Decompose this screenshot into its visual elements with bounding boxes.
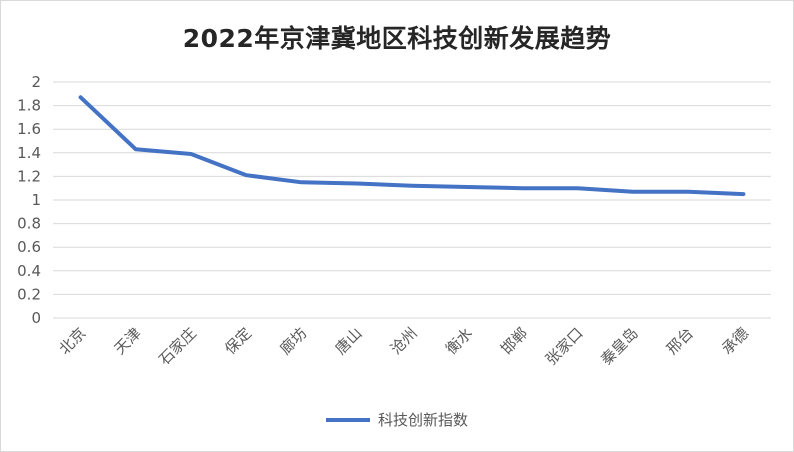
x-tick-label: 北京	[55, 324, 89, 358]
x-tick-label: 保定	[221, 324, 255, 358]
y-axis-ticks: 0 0.2 0.4 0.6 0.8 1 1.2 1.4 1.6 1.8 2	[17, 73, 41, 327]
x-axis-ticks: 北京 天津 石家庄 保定 廊坊 唐山 沧州 衡水 邯郸 张家口 秦皇岛 邢台 承德	[55, 324, 752, 369]
gridlines	[53, 81, 771, 319]
y-tick-label: 1.6	[17, 120, 41, 138]
x-tick-label: 秦皇岛	[597, 324, 642, 369]
legend-swatch	[325, 417, 370, 422]
y-tick-label: 0	[31, 309, 41, 327]
y-tick-label: 0.2	[17, 285, 41, 303]
legend-label: 科技创新指数	[377, 411, 468, 429]
x-tick-label: 廊坊	[276, 324, 310, 358]
x-tick-label: 沧州	[387, 324, 421, 358]
x-tick-label: 衡水	[442, 324, 476, 358]
legend: 科技创新指数	[1, 409, 793, 430]
series-line	[78, 95, 746, 197]
x-tick-label: 邯郸	[497, 324, 531, 358]
x-tick-label: 邢台	[663, 324, 697, 358]
y-tick-label: 0.8	[17, 215, 41, 233]
x-tick-label: 天津	[111, 324, 145, 358]
y-tick-label: 2	[31, 73, 41, 91]
y-tick-label: 1.4	[17, 144, 41, 162]
chart-title: 2022年京津冀地区科技创新发展趋势	[182, 24, 612, 53]
series-layer	[78, 95, 746, 197]
x-tick-label: 唐山	[332, 324, 366, 358]
x-tick-label: 张家口	[542, 324, 587, 369]
y-tick-label: 1.8	[17, 97, 41, 115]
x-tick-label: 承德	[718, 324, 752, 358]
y-tick-label: 0.4	[17, 262, 41, 280]
y-tick-label: 1.2	[17, 167, 41, 185]
x-tick-label: 石家庄	[155, 324, 200, 369]
y-tick-label: 0.6	[17, 238, 41, 256]
y-tick-label: 1	[31, 191, 41, 209]
